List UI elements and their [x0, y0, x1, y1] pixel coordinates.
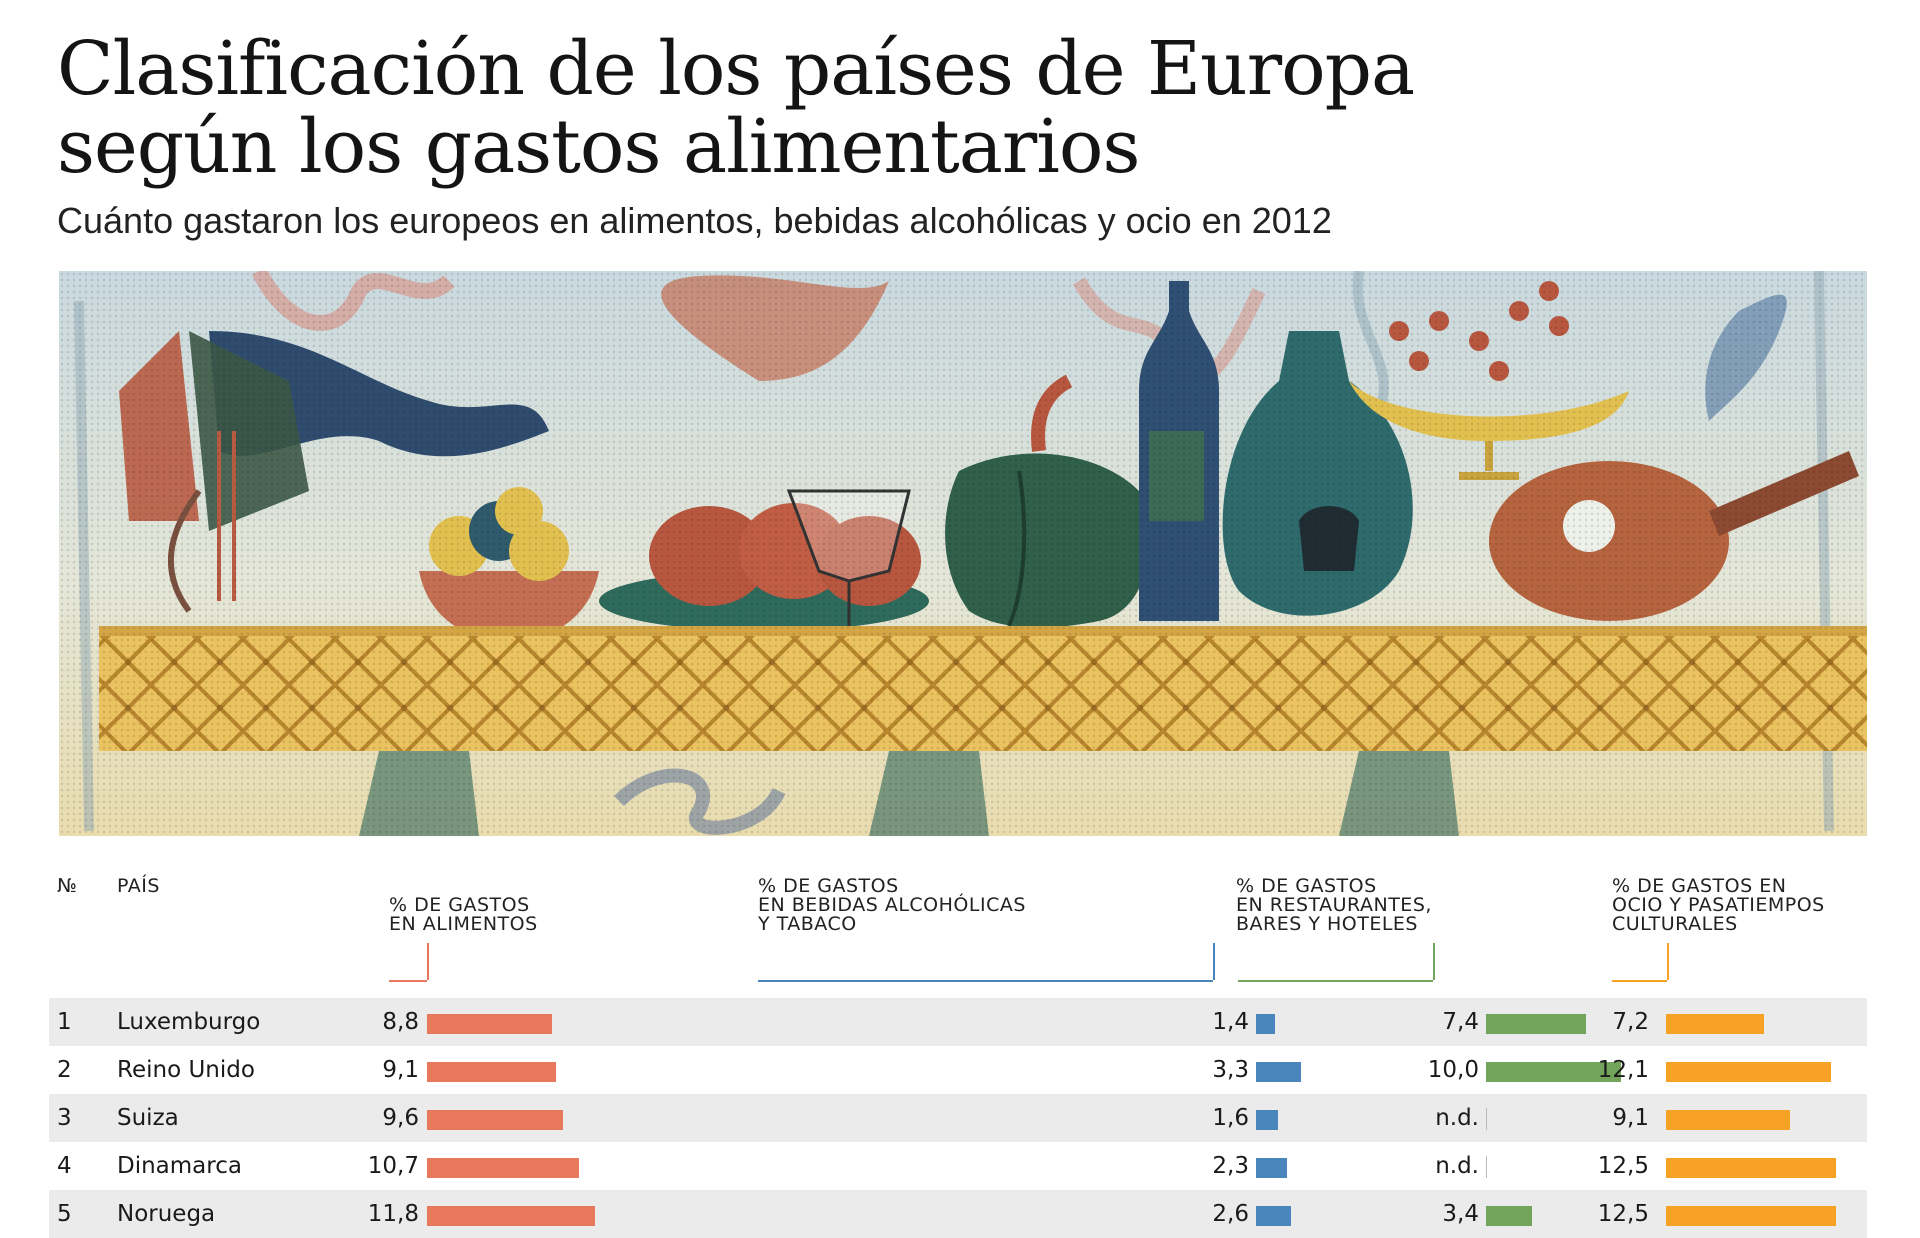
ocio-value: 7,2 [1612, 1009, 1649, 1035]
ocio-value: 12,5 [1597, 1153, 1649, 1179]
country-cell: Luxemburgo [117, 1009, 261, 1035]
rank-cell: 1 [57, 1009, 72, 1035]
alcohol-value: 3,3 [1212, 1057, 1249, 1083]
col-header-restaurantes: % DE GASTOS EN RESTAURANTES, BARES Y HOT… [1236, 875, 1432, 935]
alimentos-bar [427, 1062, 556, 1082]
rank-cell: 5 [57, 1201, 72, 1227]
alimentos-value: 8,8 [382, 1009, 419, 1035]
restaurantes-bar [1486, 1014, 1586, 1034]
alcohol-bar [1256, 1014, 1275, 1034]
bracket-alcohol [758, 943, 1215, 982]
alimentos-bar [427, 1014, 552, 1034]
col-header-num: № [57, 875, 78, 897]
ocio-value: 9,1 [1612, 1105, 1649, 1131]
rank-cell: 2 [57, 1057, 72, 1083]
country-cell: Noruega [117, 1201, 216, 1227]
rank-cell: 3 [57, 1105, 72, 1131]
data-table: 1 Luxemburgo 8,8 1,4 7,4 7,2 2 Reino Unido 9,1 3,… [49, 998, 1867, 1238]
title-line-2: según los gastos alimentarios [57, 104, 1140, 190]
country-cell: Suiza [117, 1105, 179, 1131]
alimentos-value: 9,6 [382, 1105, 419, 1131]
alcohol-value: 1,6 [1212, 1105, 1249, 1131]
ocio-value: 12,5 [1597, 1201, 1649, 1227]
alcohol-bar [1256, 1110, 1278, 1130]
alcohol-value: 2,6 [1212, 1201, 1249, 1227]
rank-cell: 4 [57, 1153, 72, 1179]
ocio-bar [1666, 1110, 1790, 1130]
country-cell: Reino Unido [117, 1057, 255, 1083]
alcohol-value: 2,3 [1212, 1153, 1249, 1179]
alimentos-bar [427, 1158, 579, 1178]
restaurantes-bar [1486, 1062, 1621, 1082]
country-cell: Dinamarca [117, 1153, 242, 1179]
restaurantes-value: 10,0 [1427, 1057, 1479, 1083]
restaurantes-value: n.d. [1435, 1153, 1479, 1179]
bracket-alimentos [389, 943, 429, 982]
alimentos-value: 11,8 [367, 1201, 419, 1227]
ocio-bar [1666, 1062, 1831, 1082]
title-line-1: Clasificación de los países de Europa [57, 26, 1415, 112]
still-life-illustration [59, 271, 1867, 836]
table-row: 2 Reino Unido 9,1 3,3 10,0 12,1 [49, 1046, 1867, 1094]
alimentos-bar [427, 1206, 595, 1226]
alcohol-value: 1,4 [1212, 1009, 1249, 1035]
restaurantes-bar [1486, 1206, 1532, 1226]
alimentos-bar [427, 1110, 563, 1130]
page-subtitle: Cuánto gastaron los europeos en alimento… [57, 200, 1332, 241]
col-header-ocio: % DE GASTOS EN OCIO Y PASATIEMPOS CULTUR… [1612, 875, 1825, 935]
bracket-ocio [1612, 943, 1669, 982]
restaurantes-value: n.d. [1435, 1105, 1479, 1131]
ocio-bar [1666, 1158, 1836, 1178]
restaurantes-value: 3,4 [1442, 1201, 1479, 1227]
table-row: 4 Dinamarca 10,7 2,3 n.d. 12,5 [49, 1142, 1867, 1190]
page-title: Clasificación de los países de Europa se… [57, 30, 1415, 186]
table-row: 1 Luxemburgo 8,8 1,4 7,4 7,2 [49, 998, 1867, 1046]
alimentos-value: 9,1 [382, 1057, 419, 1083]
alcohol-bar [1256, 1062, 1301, 1082]
alcohol-bar [1256, 1206, 1291, 1226]
col-header-alcohol: % DE GASTOS EN BEBIDAS ALCOHÓLICAS Y TAB… [758, 875, 1026, 935]
col-header-country: PAÍS [117, 875, 160, 897]
restaurantes-missing-tick [1486, 1156, 1487, 1178]
restaurantes-value: 7,4 [1442, 1009, 1479, 1035]
bracket-restaurantes [1238, 943, 1435, 982]
table-row: 3 Suiza 9,6 1,6 n.d. 9,1 [49, 1094, 1867, 1142]
ocio-value: 12,1 [1597, 1057, 1649, 1083]
alcohol-bar [1256, 1158, 1287, 1178]
restaurantes-missing-tick [1486, 1108, 1487, 1130]
ocio-bar [1666, 1014, 1764, 1034]
table-row: 5 Noruega 11,8 2,6 3,4 12,5 [49, 1190, 1867, 1238]
col-header-alimentos: % DE GASTOS EN ALIMENTOS [389, 894, 538, 935]
ocio-bar [1666, 1206, 1836, 1226]
alimentos-value: 10,7 [367, 1153, 419, 1179]
